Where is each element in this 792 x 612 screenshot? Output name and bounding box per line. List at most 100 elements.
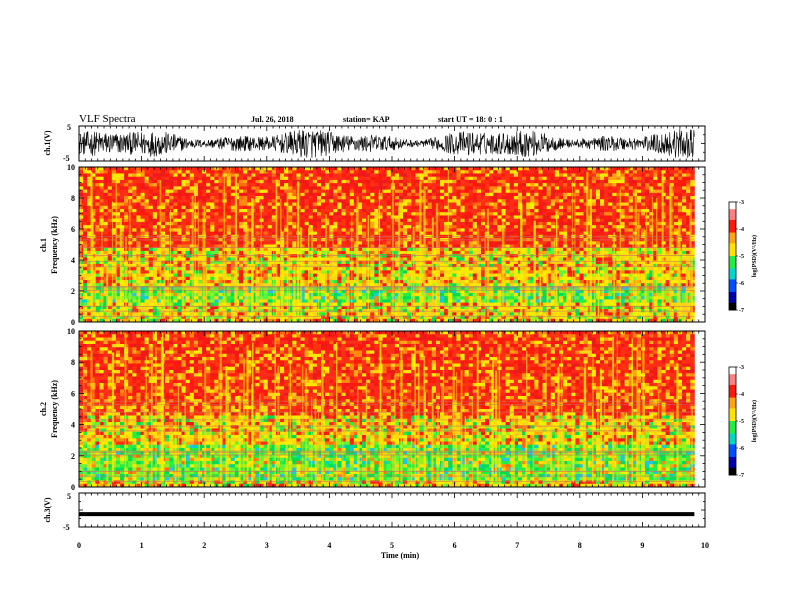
spectrogram-cell xyxy=(247,186,252,191)
spectrogram-cell xyxy=(300,267,306,271)
spectrogram-cell xyxy=(460,312,466,316)
spectrogram-cell xyxy=(460,244,466,249)
spectrogram-cell xyxy=(280,228,285,232)
spectrogram-cell xyxy=(362,247,367,252)
spectrogram-cell xyxy=(259,176,265,181)
spectrogram-cell xyxy=(448,318,453,323)
spectrogram-cell xyxy=(440,296,445,300)
spectrogram-cell xyxy=(452,260,457,265)
spectrogram-cell xyxy=(144,318,150,323)
date-label: Jul. 26, 2018 xyxy=(251,115,294,124)
spectrogram-cell xyxy=(444,299,449,304)
spectrogram-cell xyxy=(83,286,88,291)
spectrogram-cell xyxy=(111,257,117,262)
spectrogram-cell xyxy=(345,212,351,216)
spectrogram-cell xyxy=(177,218,182,223)
spectrogram-cell xyxy=(288,260,293,265)
spectrogram-cell xyxy=(271,202,277,207)
spectrogram-cell xyxy=(481,296,486,300)
spectrogram-cell xyxy=(427,218,433,223)
spectrogram-cell xyxy=(210,289,215,294)
spectrogram-cell xyxy=(169,318,174,323)
spectrogram-cell xyxy=(321,296,326,300)
spectrogram-cell xyxy=(370,167,375,171)
spectrogram-cell xyxy=(193,270,199,274)
spectrogram-cell xyxy=(427,273,433,278)
spectrogram-cell xyxy=(316,299,322,304)
spectrogram-cell xyxy=(132,276,137,281)
spectrogram-cell xyxy=(173,221,178,226)
spectrogram-cell xyxy=(468,270,474,274)
spectrogram-cell xyxy=(444,273,449,278)
spectrogram-cell xyxy=(312,292,318,297)
spectrogram-cell xyxy=(411,202,416,207)
spectrogram-cell xyxy=(218,286,223,291)
spectrogram-cell xyxy=(185,170,191,174)
spectrogram-cell xyxy=(181,186,187,191)
spectrogram-cell xyxy=(95,192,100,197)
spectrogram-cell xyxy=(193,199,199,203)
spectrogram-cell xyxy=(304,283,310,287)
spectrogram-cell xyxy=(124,215,129,220)
spectrogram-cell xyxy=(407,199,412,203)
spectrogram-cell xyxy=(431,231,437,236)
spectrogram-cell xyxy=(472,205,478,210)
spectrogram-cell xyxy=(206,202,211,207)
spectrogram-cell xyxy=(177,289,182,294)
spectrogram-cell xyxy=(218,257,223,262)
spectrogram-cell xyxy=(357,286,363,291)
spectrogram-cell xyxy=(95,244,100,249)
spectrogram-cell xyxy=(156,260,162,265)
spectrogram-cell xyxy=(243,199,248,203)
spectrogram-cell xyxy=(222,167,228,171)
spectrogram-cell xyxy=(468,179,474,184)
spectrogram-cell xyxy=(284,250,289,255)
spectrogram-cell xyxy=(152,254,158,258)
spectrogram-cell xyxy=(312,212,318,216)
spectrogram-cell xyxy=(308,170,314,174)
spectrogram-cell xyxy=(444,292,449,297)
spectrogram-cell xyxy=(161,315,166,320)
spectrogram-cell xyxy=(386,260,392,265)
spectrogram-cell xyxy=(321,221,326,226)
spectrogram-cell xyxy=(312,205,318,210)
spectrogram-cell xyxy=(177,215,182,220)
spectrogram-cell xyxy=(95,273,100,278)
spectrogram-cell xyxy=(185,250,191,255)
spectrogram-cell xyxy=(214,173,219,178)
spectrogram-cell xyxy=(95,299,100,304)
spectrogram-cell xyxy=(120,183,125,187)
spectrogram-cell xyxy=(415,289,420,294)
spectrogram-cell xyxy=(444,199,449,203)
spectrogram-cell xyxy=(152,260,158,265)
spectrogram-cell xyxy=(325,179,330,184)
spectrogram-cell xyxy=(214,263,219,268)
spectrogram-cell xyxy=(185,179,191,184)
spectrogram-cell xyxy=(230,244,236,249)
spectrogram-cell xyxy=(115,289,121,294)
spectrogram-cell xyxy=(419,179,424,184)
spectrogram-cell xyxy=(185,167,191,171)
spectrogram-cell xyxy=(398,231,404,236)
spectrogram-cell xyxy=(267,199,273,203)
spectrogram-cell xyxy=(132,241,137,245)
spectrogram-cell xyxy=(169,218,174,223)
spectrogram-cell xyxy=(115,179,121,184)
spectrogram-cell xyxy=(152,273,158,278)
spectrogram-cell xyxy=(181,231,187,236)
spectrogram-cell xyxy=(193,186,199,191)
spectrogram-cell xyxy=(91,183,96,187)
spectrogram-cell xyxy=(181,173,187,178)
spectrogram-cell xyxy=(407,305,412,310)
spectrogram-cell xyxy=(115,241,121,245)
spectrogram-cell xyxy=(374,199,379,203)
spectrogram-cell xyxy=(218,173,223,178)
spectrogram-cell xyxy=(124,183,129,187)
spectrogram-cell xyxy=(353,173,359,178)
spectrogram-cell xyxy=(115,305,121,310)
spectrogram-cell xyxy=(193,202,199,207)
spectrogram-cell xyxy=(415,221,420,226)
spectrogram-cell xyxy=(111,283,117,287)
spectrogram-cell xyxy=(448,299,453,304)
